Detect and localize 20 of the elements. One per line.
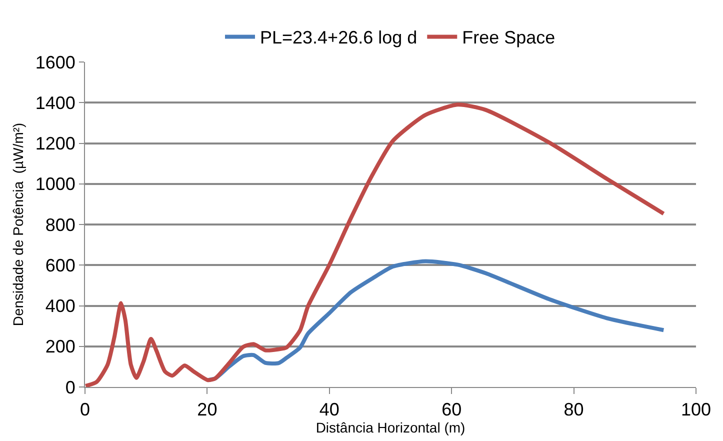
legend-label: PL=23.4+26.6 log d <box>260 28 418 48</box>
y-tick-label: 0 <box>65 377 76 398</box>
y-tick-label: 800 <box>45 214 76 235</box>
x-tick-label: 100 <box>680 400 712 420</box>
y-tick-label: 200 <box>45 336 76 357</box>
line-series <box>85 102 666 387</box>
x-axis-title: Distância Horizontal (m) <box>316 420 466 436</box>
y-tick-label: 600 <box>45 255 76 276</box>
y-tick-label: 400 <box>45 296 76 316</box>
y-tick-label: 1400 <box>35 92 76 113</box>
x-tick-label: 0 <box>80 400 90 420</box>
x-tick-label: 40 <box>319 400 340 420</box>
y-axis-title: Densidade de Potência (µW/m²) <box>10 122 26 326</box>
x-tick-label: 20 <box>197 400 218 420</box>
x-tick-label: 60 <box>442 400 462 420</box>
x-tick-label: 80 <box>564 400 584 420</box>
y-tick-label: 1600 <box>35 52 76 72</box>
y-tick-label: 1200 <box>35 134 76 154</box>
legend-label: Free Space <box>462 28 556 48</box>
y-tick-label: 1000 <box>35 174 76 194</box>
